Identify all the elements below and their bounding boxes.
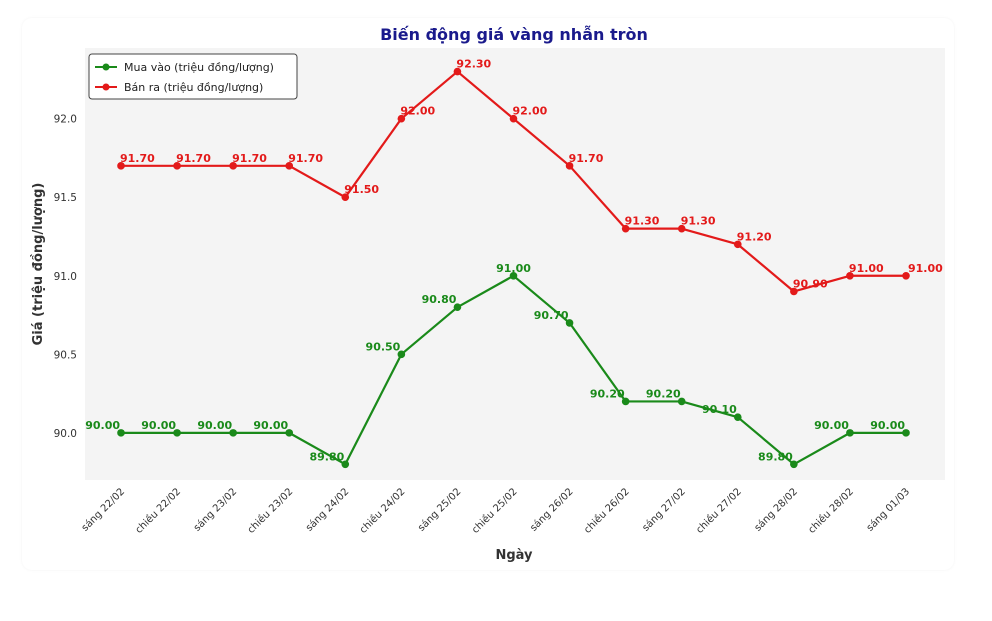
data-label-sell: 91.70: [232, 152, 267, 165]
y-axis-label: Giá (triệu đồng/lượng): [31, 183, 46, 346]
data-point-sell: [733, 240, 742, 249]
x-tick-label: chiều 23/02: [245, 486, 295, 536]
data-label-buy: 90.00: [253, 419, 288, 432]
x-tick-label: chiều 27/02: [694, 486, 744, 536]
data-label-buy: 91.00: [496, 262, 531, 275]
data-label-buy: 90.00: [870, 419, 905, 432]
y-tick-label: 91.0: [54, 271, 77, 283]
data-label-sell: 91.70: [120, 152, 155, 165]
legend-label-sell: Bán ra (triệu đồng/lượng): [124, 81, 263, 94]
data-label-sell: 92.30: [456, 58, 491, 71]
data-point-buy: [565, 319, 574, 327]
y-tick-label: 90.5: [54, 349, 77, 361]
data-point-buy: [790, 460, 798, 469]
data-label-buy: 90.00: [814, 419, 849, 432]
data-point-sell: [509, 114, 518, 123]
data-point-sell: [677, 224, 686, 233]
data-label-buy: 90.80: [422, 293, 457, 306]
data-label-buy: 90.50: [366, 340, 401, 353]
data-point-sell: [173, 162, 181, 170]
x-tick-label: sáng 28/02: [752, 486, 800, 534]
data-label-buy: 90.00: [141, 419, 176, 432]
data-label-buy: 89.80: [758, 450, 793, 463]
data-label-buy: 89.80: [309, 450, 344, 463]
legend-box: [88, 53, 298, 100]
series-layer: 90.00 90.00 90.00 90.00 89.80 90.50 90.80 91.00…: [85, 58, 943, 469]
data-label-sell: 90.90: [793, 277, 828, 290]
x-tick-label: chiều 26/02: [581, 486, 631, 536]
data-point-sell: [621, 224, 630, 233]
data-label-buy: 90.10: [702, 403, 737, 416]
x-tick-label: chiều 24/02: [357, 486, 407, 536]
legend-marker-sell: [102, 83, 110, 91]
data-label-sell: 91.70: [288, 152, 323, 165]
chart-title: Biến động giá vàng nhẫn tròn: [380, 25, 648, 44]
data-label-sell: 91.00: [908, 262, 943, 275]
x-tick-label: sáng 26/02: [528, 486, 576, 534]
x-tick-label: sáng 01/03: [864, 486, 912, 534]
data-point-buy: [173, 429, 181, 437]
data-label-sell: 91.20: [737, 230, 772, 243]
data-label-buy: 90.20: [590, 387, 625, 400]
x-tick-label: sáng 22/02: [79, 486, 127, 534]
data-label-sell: 91.00: [849, 262, 884, 275]
data-point-sell: [790, 287, 798, 296]
data-point-buy: [285, 429, 294, 437]
x-tick-label: sáng 27/02: [640, 486, 688, 534]
y-tick-label: 91.5: [54, 192, 77, 204]
y-tick-label: 90.0: [54, 428, 77, 440]
data-point-buy: [509, 271, 518, 280]
x-tick-label: sáng 23/02: [191, 486, 239, 534]
legend-marker-buy: [102, 63, 110, 71]
data-point-sell: [397, 114, 406, 123]
y-tick-label: 92.0: [54, 114, 77, 126]
data-point-buy: [117, 429, 125, 437]
data-point-sell: [341, 193, 350, 202]
data-point-sell: [902, 271, 910, 280]
data-label-buy: 90.00: [85, 419, 120, 432]
data-point-sell: [846, 271, 854, 280]
data-label-sell: 91.30: [625, 215, 660, 228]
data-label-sell: 92.00: [400, 105, 435, 118]
data-label-sell: 91.70: [176, 152, 211, 165]
data-point-buy: [846, 429, 854, 437]
x-axis-ticks: sáng 22/02 chiều 22/02 sáng 23/02 chiều 23/…: [79, 486, 912, 536]
legend: Mua vào (triệu đồng/lượng) Bán ra (triệu…: [88, 53, 298, 100]
data-point-buy: [229, 429, 237, 437]
data-point-buy: [453, 303, 462, 312]
data-point-buy: [677, 397, 686, 406]
x-tick-label: chiều 28/02: [806, 486, 856, 536]
data-point-buy: [397, 350, 406, 359]
y-axis-ticks: 90.0 90.5 91.0 91.5 92.0: [54, 114, 77, 440]
data-label-buy: 90.00: [197, 419, 232, 432]
x-tick-label: chiều 22/02: [133, 486, 183, 536]
data-label-sell: 91.50: [344, 183, 379, 196]
data-point-sell: [117, 162, 125, 170]
data-label-sell: 91.70: [569, 152, 604, 165]
x-tick-label: chiều 25/02: [469, 486, 519, 536]
data-point-sell: [453, 67, 462, 76]
data-point-sell: [565, 162, 574, 170]
data-point-buy: [341, 460, 350, 469]
data-label-buy: 90.70: [534, 309, 569, 322]
data-label-sell: 91.30: [681, 215, 716, 228]
legend-label-buy: Mua vào (triệu đồng/lượng): [124, 61, 274, 74]
x-axis-label: Ngày: [495, 548, 533, 563]
data-label-sell: 92.00: [513, 105, 548, 118]
data-point-buy: [733, 413, 742, 421]
x-tick-label: sáng 25/02: [415, 486, 463, 534]
x-tick-label: sáng 24/02: [303, 486, 351, 534]
data-point-sell: [285, 162, 294, 170]
data-label-buy: 90.20: [646, 387, 681, 400]
data-point-buy: [902, 429, 910, 437]
data-point-buy: [621, 397, 630, 406]
data-point-sell: [229, 162, 237, 170]
